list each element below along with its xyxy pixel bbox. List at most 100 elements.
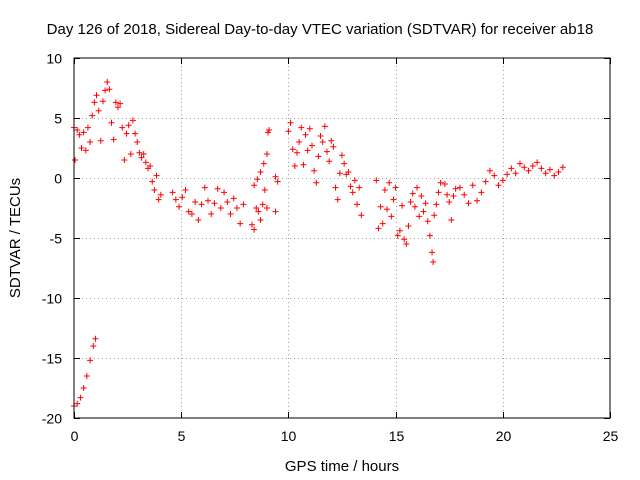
data-point xyxy=(188,211,195,217)
data-point xyxy=(296,139,303,145)
data-point xyxy=(394,232,401,239)
data-point xyxy=(411,203,418,210)
data-point xyxy=(208,211,215,217)
data-point xyxy=(287,119,294,126)
data-point xyxy=(426,232,433,239)
data-point xyxy=(424,218,431,225)
y-tick-label: -10 xyxy=(42,291,62,307)
data-point xyxy=(403,241,410,247)
chart-title: Day 126 of 2018, Sidereal Day-to-day VTE… xyxy=(47,21,594,38)
data-point xyxy=(300,161,307,168)
data-point xyxy=(289,146,296,153)
data-point xyxy=(157,191,164,198)
y-tick-labels: 10 5 0 -5 -10 -15 -20 xyxy=(42,51,62,427)
data-point xyxy=(99,98,106,105)
data-point xyxy=(311,167,318,174)
data-point xyxy=(102,87,109,94)
data-point xyxy=(112,99,119,106)
x-tick-label: 25 xyxy=(603,428,619,444)
data-point xyxy=(486,167,493,174)
data-point xyxy=(379,220,386,227)
data-point xyxy=(512,170,519,177)
data-point xyxy=(257,217,264,223)
data-point xyxy=(272,173,279,180)
data-point xyxy=(465,200,472,207)
data-point xyxy=(185,208,192,215)
data-point xyxy=(332,184,339,191)
data-point xyxy=(192,199,199,205)
data-point xyxy=(95,107,102,114)
x-tick-label: 5 xyxy=(178,428,186,444)
data-point xyxy=(155,196,162,203)
data-point xyxy=(74,127,81,133)
data-point xyxy=(72,157,79,163)
data-point xyxy=(495,182,502,189)
data-point xyxy=(253,205,260,211)
data-point xyxy=(521,164,528,171)
data-point xyxy=(508,165,515,172)
data-point xyxy=(354,201,361,208)
data-point xyxy=(257,169,264,175)
data-point xyxy=(293,149,300,156)
data-point xyxy=(304,147,311,154)
data-point xyxy=(386,179,393,186)
data-point xyxy=(336,170,343,177)
data-point xyxy=(274,178,281,185)
data-point xyxy=(319,139,326,145)
data-point xyxy=(516,160,523,167)
data-point xyxy=(147,163,154,169)
x-tick-labels: 0 5 10 15 20 25 xyxy=(71,428,619,444)
data-point xyxy=(176,203,183,210)
axis-ticks xyxy=(74,58,611,419)
data-point xyxy=(169,189,176,196)
y-tick-label: -5 xyxy=(50,231,63,247)
data-point xyxy=(90,343,97,349)
data-point xyxy=(87,357,94,364)
y-tick-label: 0 xyxy=(54,171,62,187)
y-axis-label: SDTVAR / TECUs xyxy=(7,178,24,298)
data-point xyxy=(347,183,354,190)
data-point xyxy=(414,184,421,191)
data-point xyxy=(478,189,485,196)
grid-lines xyxy=(74,58,610,418)
data-point xyxy=(80,385,87,391)
data-point xyxy=(97,137,104,144)
data-point xyxy=(429,249,436,256)
data-point xyxy=(302,131,309,138)
y-tick-label: 10 xyxy=(46,51,62,67)
data-point xyxy=(134,139,141,145)
data-point xyxy=(330,143,337,150)
data-point xyxy=(263,205,270,211)
data-point xyxy=(388,213,395,220)
data-point xyxy=(474,197,481,204)
data-point xyxy=(491,172,498,179)
data-point xyxy=(328,137,335,144)
data-point xyxy=(142,159,149,166)
data-point xyxy=(437,179,444,186)
data-point xyxy=(119,124,126,131)
x-tick-label: 20 xyxy=(496,428,512,444)
data-point xyxy=(499,177,506,184)
data-point xyxy=(298,124,305,131)
data-point xyxy=(151,187,158,193)
data-point xyxy=(401,236,408,243)
data-point xyxy=(377,203,384,210)
data-point xyxy=(430,259,437,265)
data-point xyxy=(84,124,91,131)
data-point xyxy=(375,225,382,232)
data-point xyxy=(555,169,562,175)
data-point xyxy=(326,158,333,165)
data-point xyxy=(80,129,87,136)
data-point xyxy=(546,166,553,173)
data-point xyxy=(129,117,136,124)
data-point xyxy=(418,193,425,199)
data-point xyxy=(132,130,139,137)
data-point xyxy=(233,205,240,211)
data-point xyxy=(559,164,566,171)
data-point xyxy=(182,187,189,193)
data-point xyxy=(351,177,358,184)
data-point xyxy=(254,176,261,183)
data-point xyxy=(195,217,202,223)
data-point xyxy=(456,184,463,191)
